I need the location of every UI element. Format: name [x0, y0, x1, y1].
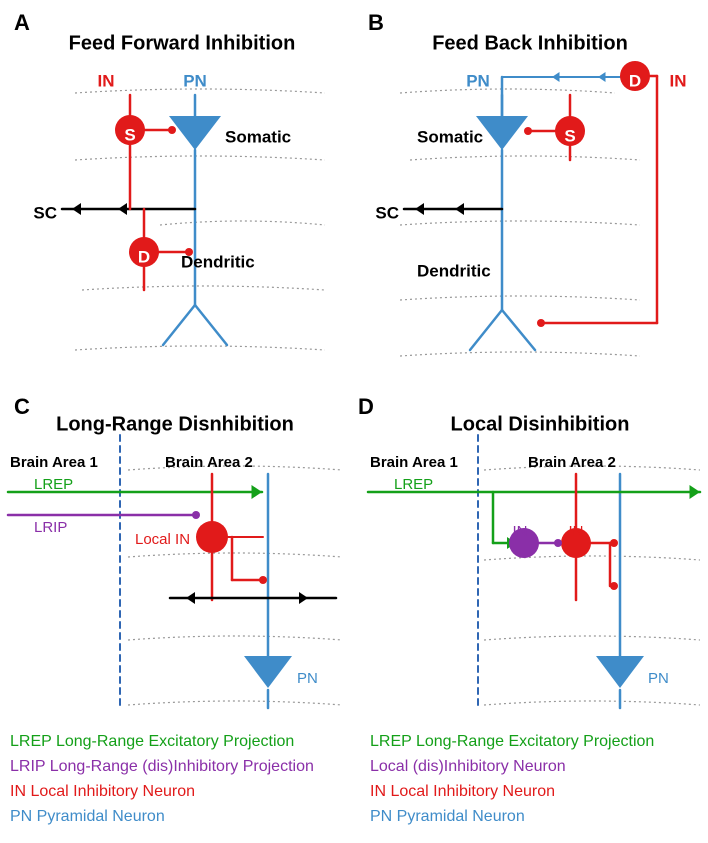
svg-text:IN: IN — [513, 523, 528, 540]
figure-container: AFeed Forward InhibitionINPNSomaticSCDen… — [0, 0, 708, 843]
svg-text:C: C — [14, 394, 30, 419]
svg-text:S: S — [564, 126, 575, 145]
svg-text:Local IN: Local IN — [135, 531, 190, 548]
svg-text:IN: IN — [569, 523, 584, 540]
svg-text:PN: PN — [297, 670, 318, 687]
svg-text:Feed Forward Inhibition: Feed Forward Inhibition — [69, 32, 296, 54]
svg-text:LREP: LREP — [394, 476, 433, 493]
svg-text:Feed Back Inhibition: Feed Back Inhibition — [432, 32, 628, 54]
svg-text:D: D — [629, 71, 641, 90]
svg-text:LRIP Long-Range (dis)Inhibitor: LRIP Long-Range (dis)Inhibitory Projecti… — [10, 758, 314, 775]
svg-text:A: A — [14, 10, 30, 35]
svg-text:IN Local Inhibitory Neuron: IN Local Inhibitory Neuron — [370, 783, 555, 800]
svg-text:LRIP: LRIP — [34, 519, 67, 536]
svg-text:PN: PN — [183, 71, 207, 90]
svg-text:Dendritic: Dendritic — [181, 252, 255, 271]
svg-text:PN Pyramidal Neuron: PN Pyramidal Neuron — [370, 808, 525, 825]
svg-text:Brain Area 1: Brain Area 1 — [370, 454, 458, 471]
svg-text:SC: SC — [33, 203, 57, 222]
svg-text:PN Pyramidal Neuron: PN Pyramidal Neuron — [10, 808, 165, 825]
svg-text:Long-Range Disnhibition: Long-Range Disnhibition — [56, 413, 294, 435]
svg-text:D: D — [138, 247, 150, 266]
svg-text:Brain Area 1: Brain Area 1 — [10, 454, 98, 471]
svg-text:Dendritic: Dendritic — [417, 261, 491, 280]
svg-text:Local Disinhibition: Local Disinhibition — [451, 413, 630, 435]
svg-text:Somatic: Somatic — [417, 127, 483, 146]
svg-text:IN Local Inhibitory Neuron: IN Local Inhibitory Neuron — [10, 783, 195, 800]
svg-text:LREP: LREP — [34, 476, 73, 493]
svg-text:PN: PN — [648, 670, 669, 687]
svg-text:IN: IN — [98, 71, 115, 90]
svg-text:Local (dis)Inhibitory Neuron: Local (dis)Inhibitory Neuron — [370, 758, 566, 775]
svg-text:B: B — [368, 10, 384, 35]
svg-text:S: S — [124, 125, 135, 144]
svg-text:SC: SC — [375, 203, 399, 222]
svg-text:LREP Long-Range Excitatory Pro: LREP Long-Range Excitatory Projection — [370, 733, 654, 750]
svg-text:D: D — [358, 394, 374, 419]
svg-text:Brain Area 2: Brain Area 2 — [528, 454, 616, 471]
svg-text:PN: PN — [466, 71, 490, 90]
svg-text:Somatic: Somatic — [225, 127, 291, 146]
svg-text:LREP Long-Range Excitatory Pro: LREP Long-Range Excitatory Projection — [10, 733, 294, 750]
figure-svg: AFeed Forward InhibitionINPNSomaticSCDen… — [0, 0, 708, 843]
svg-text:IN: IN — [670, 71, 687, 90]
svg-text:Brain Area 2: Brain Area 2 — [165, 454, 253, 471]
